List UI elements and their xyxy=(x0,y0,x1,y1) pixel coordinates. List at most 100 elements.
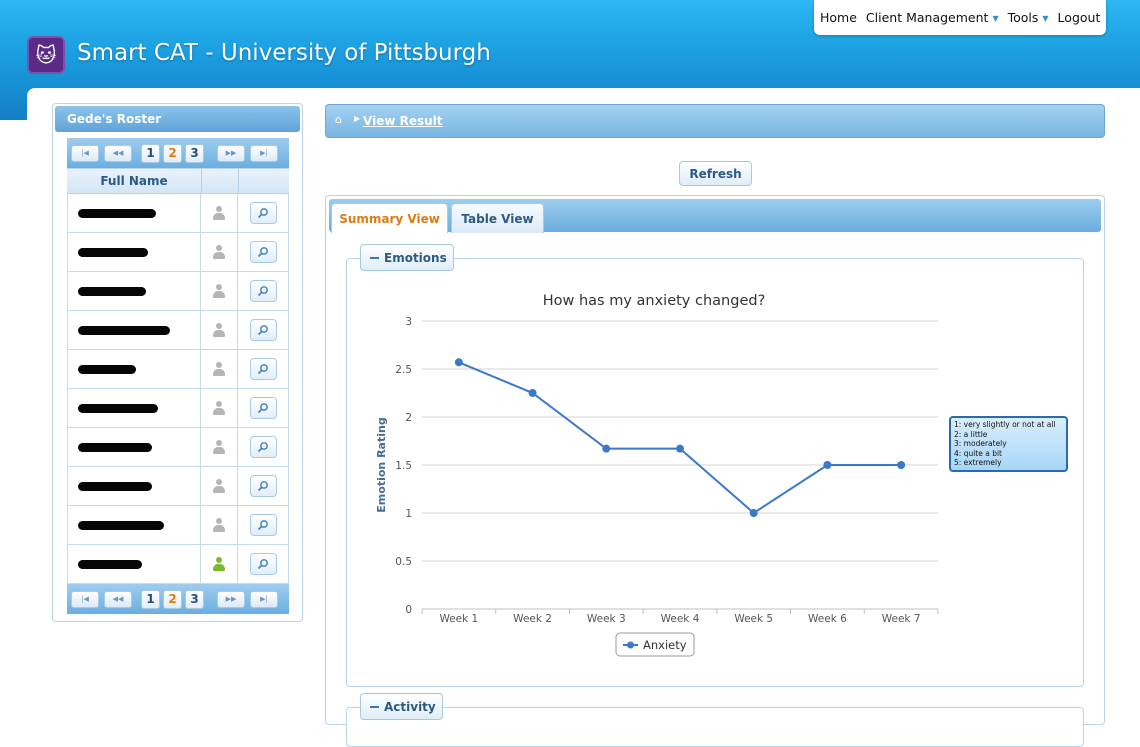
action-header xyxy=(239,169,289,193)
nav-tools-label: Tools xyxy=(1008,10,1039,25)
person-icon xyxy=(213,206,225,220)
redaction-mark xyxy=(78,521,164,530)
client-name-cell xyxy=(68,467,201,505)
magnifier-icon[interactable] xyxy=(250,436,277,458)
table-row[interactable] xyxy=(67,233,289,272)
status-cell xyxy=(201,350,238,388)
action-cell xyxy=(238,545,288,583)
prev-page-button[interactable]: ◀◀ xyxy=(104,591,132,608)
tab-table-view[interactable]: Table View xyxy=(451,203,544,233)
nav-home[interactable]: Home xyxy=(820,10,857,25)
nav-client-management[interactable]: Client Management ▼ xyxy=(866,10,999,25)
prev-page-button[interactable]: ◀◀ xyxy=(104,145,132,162)
redaction-mark xyxy=(78,248,148,257)
first-page-button[interactable]: |◀ xyxy=(71,145,99,162)
person-icon xyxy=(213,401,225,415)
breadcrumb-view-result-link[interactable]: View Result xyxy=(363,114,443,128)
table-row[interactable] xyxy=(67,194,289,233)
client-name-cell xyxy=(68,428,201,466)
status-cell xyxy=(201,233,238,271)
page-2-button[interactable]: 2 xyxy=(163,590,182,609)
client-name-cell xyxy=(68,194,201,232)
redaction-mark xyxy=(78,404,158,413)
redaction-mark xyxy=(78,560,142,569)
table-row[interactable] xyxy=(67,350,289,389)
next-page-button[interactable]: ▶▶ xyxy=(217,591,245,608)
scale-legend-item: 1: very slightly or not at all xyxy=(954,420,1066,430)
action-cell xyxy=(238,428,288,466)
roster-table: |◀ ◀◀ 1 2 3 ▶▶ ▶| Full Name |◀ ◀◀ 1 2 3 … xyxy=(67,138,289,614)
roster-column-header: Full Name xyxy=(67,168,289,194)
nav-logout-label: Logout xyxy=(1058,10,1101,25)
action-cell xyxy=(238,194,288,232)
magnifier-icon[interactable] xyxy=(250,475,277,497)
last-page-button[interactable]: ▶| xyxy=(250,591,278,608)
magnifier-icon[interactable] xyxy=(250,280,277,302)
magnifier-icon[interactable] xyxy=(250,358,277,380)
magnifier-icon[interactable] xyxy=(250,553,277,575)
activity-label: Activity xyxy=(384,700,436,714)
app-title: Smart CAT - University of Pittsburgh xyxy=(77,40,491,66)
page-3-button[interactable]: 3 xyxy=(185,590,204,609)
person-icon xyxy=(213,323,225,337)
scale-legend-item: 3: moderately xyxy=(954,439,1066,449)
minus-icon xyxy=(370,706,379,708)
magnifier-icon[interactable] xyxy=(250,397,277,419)
table-row[interactable] xyxy=(67,467,289,506)
redaction-mark xyxy=(78,365,136,374)
client-name-cell xyxy=(68,389,201,427)
caret-down-icon: ▼ xyxy=(1042,14,1048,23)
page-3-button[interactable]: 3 xyxy=(185,144,204,163)
status-cell xyxy=(201,389,238,427)
redaction-mark xyxy=(78,482,152,491)
action-cell xyxy=(238,311,288,349)
status-cell xyxy=(201,545,238,583)
page-1-button[interactable]: 1 xyxy=(141,590,160,609)
last-page-button[interactable]: ▶| xyxy=(250,145,278,162)
action-cell xyxy=(238,233,288,271)
magnifier-icon[interactable] xyxy=(250,241,277,263)
status-cell xyxy=(201,467,238,505)
person-icon xyxy=(213,440,225,454)
next-page-button[interactable]: ▶▶ xyxy=(217,145,245,162)
table-row[interactable] xyxy=(67,389,289,428)
magnifier-icon[interactable] xyxy=(250,202,277,224)
person-icon xyxy=(213,362,225,376)
status-header xyxy=(202,169,239,193)
magnifier-icon[interactable] xyxy=(250,319,277,341)
page-2-button[interactable]: 2 xyxy=(163,144,182,163)
first-page-button[interactable]: |◀ xyxy=(71,591,99,608)
roster-panel: Gede's Roster |◀ ◀◀ 1 2 3 ▶▶ ▶| Full Nam… xyxy=(52,103,303,622)
action-cell xyxy=(238,467,288,505)
status-cell xyxy=(201,506,238,544)
nav-logout[interactable]: Logout xyxy=(1058,10,1101,25)
activity-section xyxy=(346,707,1084,747)
activity-toggle-button[interactable]: Activity xyxy=(360,693,443,720)
redaction-mark xyxy=(78,443,152,452)
refresh-button[interactable]: Refresh xyxy=(679,161,752,186)
roster-title: Gede's Roster xyxy=(55,106,300,132)
table-row[interactable] xyxy=(67,272,289,311)
nav-client-management-label: Client Management xyxy=(866,10,989,25)
cat-logo-icon: 🐱 xyxy=(27,36,65,74)
nav-tools[interactable]: Tools ▼ xyxy=(1008,10,1049,25)
emotions-toggle-button[interactable]: Emotions xyxy=(360,244,454,271)
breadcrumb: ⌂ ▶ View Result xyxy=(325,104,1105,138)
client-name-cell xyxy=(68,311,201,349)
full-name-header[interactable]: Full Name xyxy=(67,169,202,193)
table-row[interactable] xyxy=(67,311,289,350)
caret-down-icon: ▼ xyxy=(992,14,998,23)
table-row[interactable] xyxy=(67,545,289,584)
scale-legend-item: 5: extremely xyxy=(954,458,1066,468)
page-1-button[interactable]: 1 xyxy=(141,144,160,163)
table-row[interactable] xyxy=(67,428,289,467)
roster-pager-top: |◀ ◀◀ 1 2 3 ▶▶ ▶| xyxy=(67,138,289,168)
action-cell xyxy=(238,272,288,310)
person-icon xyxy=(213,557,225,571)
magnifier-icon[interactable] xyxy=(250,514,277,536)
roster-pager-bottom: |◀ ◀◀ 1 2 3 ▶▶ ▶| xyxy=(67,584,289,614)
client-name-cell xyxy=(68,506,201,544)
home-icon[interactable]: ⌂ xyxy=(335,113,342,126)
table-row[interactable] xyxy=(67,506,289,545)
tab-summary-view[interactable]: Summary View xyxy=(331,203,448,233)
